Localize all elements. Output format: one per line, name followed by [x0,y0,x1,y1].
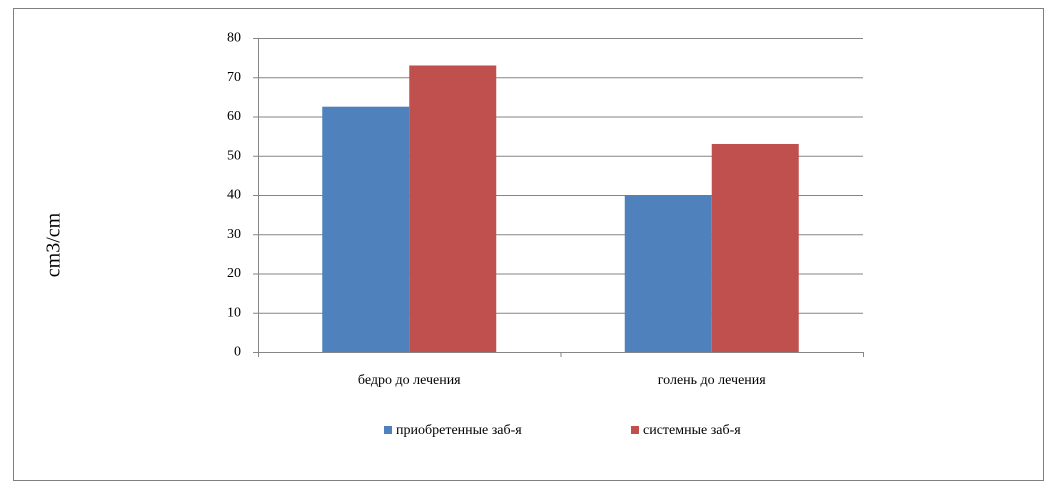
y-tick-label: 40 [227,188,241,203]
y-tick-label: 80 [227,31,241,46]
legend-label: системные заб-я [643,423,741,438]
y-tick-label: 60 [227,109,241,124]
bar [322,106,410,352]
y-axis-label: cm3/cm [43,212,65,277]
y-tick-label: 10 [227,305,241,320]
y-tick-label: 30 [227,227,241,242]
legend-swatch [631,426,639,434]
y-tick-label: 0 [234,345,241,360]
bar [409,65,497,352]
y-tick-label: 50 [227,148,241,163]
x-tick-label: бедро до лечения [358,373,461,388]
chart-frame [13,8,1044,481]
legend-swatch [384,426,392,434]
y-tick-label: 20 [227,266,241,281]
bar [711,143,799,352]
x-tick-label: голень до лечения [658,373,767,388]
y-tick-label: 70 [227,70,241,85]
legend-label: приобретенные заб-я [396,423,522,438]
bar [624,195,712,352]
